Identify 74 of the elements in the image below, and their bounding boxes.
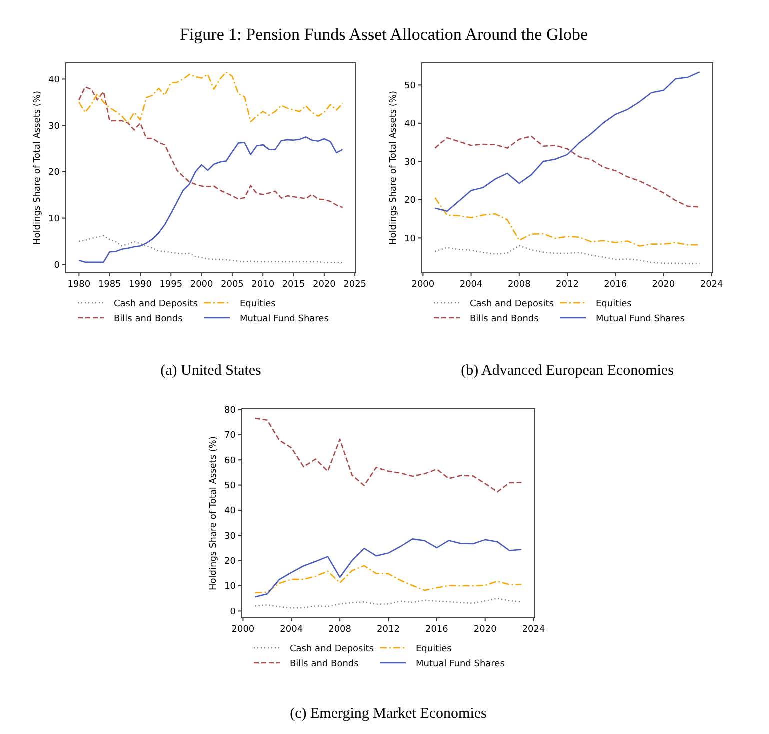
x-tick-label: 2012 <box>377 625 400 635</box>
x-tick-label: 1990 <box>129 280 152 290</box>
line-series <box>78 136 344 263</box>
x-tick-label: 2024 <box>700 280 724 290</box>
x-tick-label: 2012 <box>556 280 579 290</box>
line-series <box>434 197 700 247</box>
text: (b) Advanced European Economies <box>461 363 674 379</box>
y-axis-title: Holdings Share of Total Assets (%) <box>389 91 399 245</box>
x-tick-label: 2025 <box>344 280 367 290</box>
y-tick-label: 80 <box>224 406 236 416</box>
line-series <box>254 538 522 598</box>
legend-label: Bills and Bonds <box>470 314 540 324</box>
x-tick-label: 1980 <box>68 280 91 290</box>
line-series <box>78 235 344 264</box>
y-tick-label: 50 <box>404 81 416 92</box>
legend-label: Equities <box>596 300 632 310</box>
x-tick-label: 2008 <box>328 625 352 635</box>
y-tick-label: 40 <box>48 75 60 86</box>
line-series <box>78 72 344 124</box>
y-tick-label: 10 <box>48 214 60 224</box>
text: (c) Emerging Market Economies <box>290 706 488 722</box>
line-series <box>254 565 522 594</box>
text: (a) United States <box>160 363 262 379</box>
x-tick-label: 2016 <box>604 280 628 290</box>
x-tick-label: 2020 <box>474 625 498 635</box>
legend-label: Equities <box>240 300 276 310</box>
line-series <box>254 418 522 493</box>
x-tick-label: 2008 <box>508 280 532 290</box>
legend-label: Bills and Bonds <box>114 314 184 324</box>
x-tick-label: 2000 <box>232 625 255 635</box>
legend-label: Bills and Bonds <box>290 660 360 670</box>
y-tick-label: 10 <box>404 234 416 244</box>
legend-label: Cash and Deposits <box>290 644 374 654</box>
legend-label: Equities <box>416 644 452 654</box>
x-tick-label: 2005 <box>221 280 244 290</box>
y-tick-label: 30 <box>48 122 60 132</box>
y-tick-label: 20 <box>48 168 60 178</box>
line-series <box>254 598 522 609</box>
line-series <box>434 72 700 212</box>
legend-label: Mutual Fund Shares <box>240 314 330 324</box>
x-tick-label: 2004 <box>460 280 484 290</box>
y-tick-label: 30 <box>404 158 416 168</box>
x-tick-label: 2004 <box>280 625 304 635</box>
x-tick-label: 1985 <box>98 280 122 290</box>
x-tick-label: 2024 <box>522 625 546 635</box>
y-tick-label: 50 <box>224 482 236 492</box>
x-tick-label: 2020 <box>312 280 336 290</box>
legend-label: Mutual Fund Shares <box>416 660 506 670</box>
x-tick-label: 2015 <box>282 280 306 290</box>
y-tick-label: 60 <box>224 456 236 466</box>
y-tick-label: 40 <box>224 506 236 517</box>
y-tick-label: 30 <box>224 532 236 542</box>
x-tick-label: 2000 <box>412 280 435 290</box>
y-tick-label: 0 <box>230 607 236 618</box>
y-axis-title: Holdings Share of Total Assets (%) <box>33 91 43 245</box>
legend-label: Cash and Deposits <box>114 300 198 310</box>
x-tick-label: 2000 <box>190 280 214 290</box>
caption: Figure 1: Pension Funds Asset Allocation Around the Globe <box>180 25 588 44</box>
y-tick-label: 20 <box>404 196 416 206</box>
x-tick-label: 1995 <box>160 280 183 290</box>
y-tick-label: 0 <box>54 260 60 271</box>
y-tick-label: 10 <box>224 582 236 592</box>
y-tick-label: 70 <box>224 431 236 442</box>
line-series <box>434 136 700 208</box>
line-series <box>78 86 344 208</box>
y-tick-label: 40 <box>404 120 416 130</box>
x-tick-label: 2010 <box>252 280 275 290</box>
y-tick-label: 20 <box>224 557 236 568</box>
line-series <box>434 245 700 264</box>
x-tick-label: 2016 <box>425 625 449 635</box>
y-axis-title: Holdings Share of Total Assets (%) <box>209 436 219 590</box>
legend-label: Mutual Fund Shares <box>596 314 686 324</box>
legend-label: Cash and Deposits <box>470 300 554 310</box>
x-tick-label: 2020 <box>652 280 676 290</box>
